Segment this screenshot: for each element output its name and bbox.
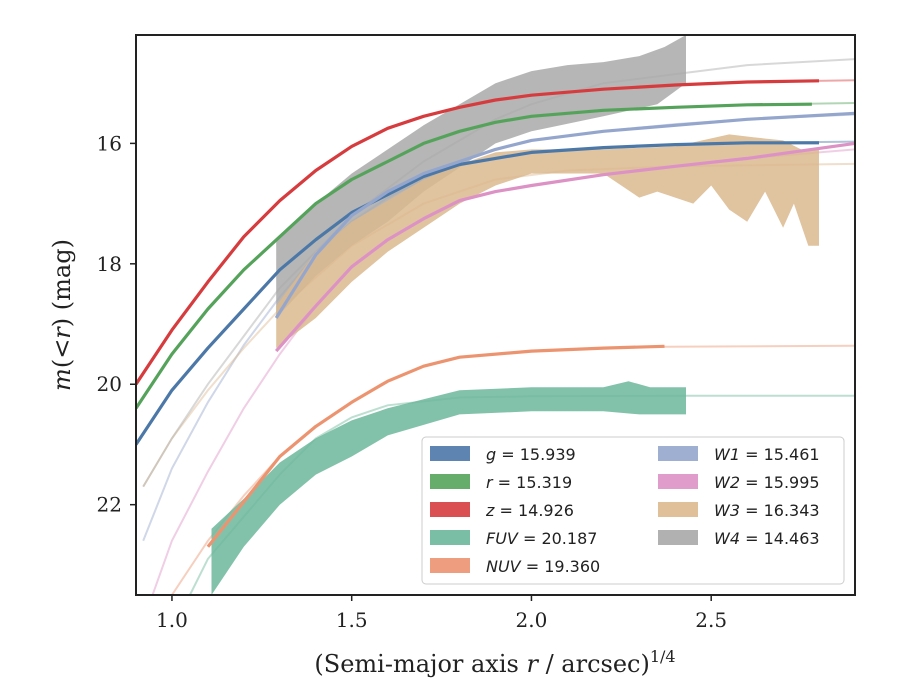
x-tick-label: 2.0 bbox=[516, 608, 548, 632]
legend-label-nuv: NUV = 19.360 bbox=[486, 557, 600, 576]
x-tick-label: 1.0 bbox=[156, 608, 188, 632]
legend-swatch-g bbox=[430, 446, 470, 461]
legend-label-fuv: FUV = 20.187 bbox=[486, 529, 597, 548]
legend-swatch-z bbox=[430, 502, 470, 517]
x-axis-label: (Semi-major axis r / arcsec)1/4 bbox=[314, 647, 675, 678]
legend-swatch-w1 bbox=[658, 446, 698, 461]
legend-label-z: z = 14.926 bbox=[485, 501, 574, 520]
x-tick-label: 1.5 bbox=[336, 608, 368, 632]
legend-label-g: g = 15.939 bbox=[486, 445, 576, 464]
x-tick-label: 2.5 bbox=[695, 608, 727, 632]
y-axis-label: m(<r) (mag) bbox=[48, 239, 76, 391]
y-tick-label: 16 bbox=[97, 131, 122, 155]
series-w3-band bbox=[276, 134, 819, 349]
series-w2-profile bbox=[274, 141, 855, 353]
legend-label-w4: W4 = 14.463 bbox=[714, 529, 820, 548]
series-fuv-band bbox=[211, 381, 686, 595]
plot-area bbox=[136, 35, 855, 595]
y-tick-label: 22 bbox=[97, 493, 122, 517]
series-nuv-profile bbox=[206, 344, 665, 548]
legend-swatch-fuv bbox=[430, 530, 470, 545]
legend-label-w3: W3 = 16.343 bbox=[714, 501, 820, 520]
series-z-profile bbox=[136, 79, 820, 386]
plot-frame bbox=[135, 34, 856, 596]
legend-label-w2: W2 = 15.995 bbox=[714, 473, 820, 492]
y-tick-label: 20 bbox=[97, 372, 122, 396]
legend-swatch-nuv bbox=[430, 558, 470, 573]
y-tick-label: 18 bbox=[97, 252, 122, 276]
legend-swatch-r bbox=[430, 474, 470, 489]
legend-swatch-w3 bbox=[658, 502, 698, 517]
legend-label-w1: W1 = 15.461 bbox=[714, 445, 820, 464]
series-w1-profile bbox=[274, 111, 855, 319]
series-r-profile bbox=[136, 102, 812, 410]
legend-swatch-w4 bbox=[658, 530, 698, 545]
series-w4-band bbox=[276, 35, 686, 318]
legend-label-r: r = 15.319 bbox=[486, 473, 572, 492]
legend-box bbox=[421, 436, 845, 585]
y-axis: 16 18 20 22 bbox=[97, 131, 136, 517]
series-g-profile bbox=[136, 141, 819, 446]
legend-swatch-w2 bbox=[658, 474, 698, 489]
x-axis: 1.0 1.5 2.0 2.5 bbox=[156, 595, 727, 632]
legend: g = 15.939 r = 15.319 z = 14.926 FUV = 20.1… bbox=[421, 436, 845, 585]
